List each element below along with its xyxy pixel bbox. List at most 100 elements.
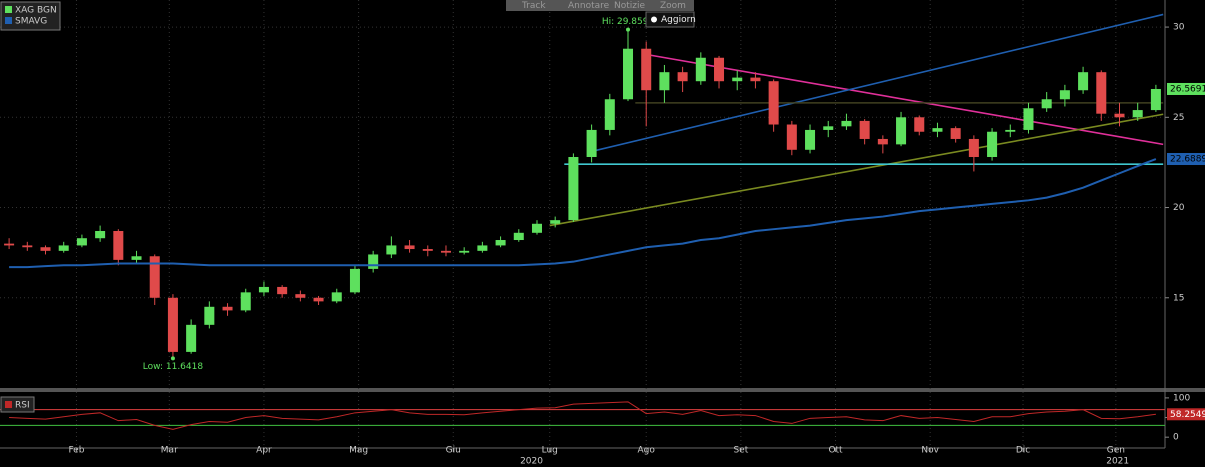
toolbar-button[interactable]: Annotare [568, 1, 610, 11]
legend-swatch [5, 401, 12, 408]
candle-body [859, 120, 870, 139]
x-tick-label: Nov [921, 446, 939, 456]
candle-body [950, 128, 961, 139]
candle-body [568, 157, 579, 221]
candle-body [714, 57, 725, 82]
candle-body [513, 232, 524, 241]
candle-body [841, 120, 852, 127]
candle-body [1114, 113, 1125, 118]
candle-body [659, 72, 670, 91]
candle-body [186, 324, 197, 352]
last-value-label: 26.5691 [1170, 84, 1205, 94]
candle-body [76, 238, 87, 246]
candle-body [258, 286, 269, 293]
candle-body [586, 129, 597, 158]
candle-body [623, 48, 634, 100]
x-tick-label: Feb [68, 446, 84, 456]
candle-body [695, 57, 706, 82]
candle-body [1059, 90, 1070, 100]
candle-body [313, 297, 324, 302]
candle-body [149, 256, 160, 298]
x-tick-label: Dic [1016, 446, 1030, 456]
candle-body [1023, 108, 1034, 130]
candle-body [331, 292, 342, 302]
candle-body [1041, 99, 1052, 109]
year-label: 2020 [520, 457, 543, 467]
last-value-box [1167, 82, 1205, 95]
candle-body [113, 230, 124, 260]
refresh-button-bg [645, 11, 695, 28]
toolbar-button[interactable]: Zoom [660, 1, 686, 11]
toolbar-button[interactable]: Track [521, 1, 546, 11]
candle-body [1005, 129, 1016, 132]
candle-body [22, 245, 33, 248]
rsi-tick-label: 100 [1173, 393, 1190, 403]
x-tick-label: Apr [256, 446, 272, 456]
x-tick-label: Mag [349, 446, 368, 456]
candle-body [349, 268, 360, 293]
candle-body [204, 306, 215, 325]
candle-body [550, 220, 561, 224]
candle-body [131, 256, 142, 260]
y-tick-label: 15 [1173, 293, 1184, 303]
candle-body [823, 126, 834, 130]
candle-body [932, 128, 943, 132]
candle-body [732, 77, 743, 82]
legend-swatch [5, 6, 12, 13]
rsi-last-label: 58.2549 [1170, 410, 1205, 420]
last-value-label: 22.6889 [1170, 155, 1205, 165]
year-label: 2021 [1106, 457, 1129, 467]
candle-body [4, 243, 15, 246]
panel-separator [0, 388, 1205, 392]
candle-body [531, 223, 542, 233]
candle-body [222, 306, 233, 311]
candle-body [1096, 72, 1107, 114]
candle-body [495, 240, 506, 246]
refresh-button[interactable]: Aggiorn [661, 15, 696, 25]
annotation-dot [170, 356, 175, 361]
candle-body [277, 286, 288, 295]
toolbar [506, 0, 694, 11]
candle-body [1132, 110, 1143, 118]
candle-body [896, 117, 907, 145]
candle-body [1078, 72, 1089, 91]
candle-body [914, 117, 925, 132]
candle-body [422, 249, 433, 251]
x-tick-label: Gen [1107, 446, 1125, 456]
rsi-line [9, 401, 1156, 430]
rsi-tick-label: 0 [1173, 433, 1179, 443]
x-tick-label: Giu [446, 446, 461, 456]
x-tick-label: Ago [638, 446, 656, 456]
refresh-icon [651, 16, 657, 23]
annotation: Hi: 29.8591 [602, 17, 654, 27]
candle-body [968, 138, 979, 158]
candle-body [240, 292, 251, 311]
candle-body [677, 72, 688, 82]
candle-body [786, 124, 797, 150]
annotation-dot [626, 27, 631, 32]
annotation: Low: 11.6418 [143, 362, 204, 372]
legend-label: RSI [15, 401, 30, 411]
x-tick-label: Mar [161, 446, 178, 456]
candle-body [459, 250, 470, 253]
candle-body [641, 48, 652, 91]
candle-body [604, 99, 615, 130]
legend-label: XAG BGN [15, 6, 57, 16]
candle-body [477, 245, 488, 251]
rsi-last-box [1167, 408, 1205, 421]
candle-body [58, 245, 69, 251]
candle-body [95, 230, 106, 239]
last-value-box [1167, 153, 1205, 166]
toolbar-button[interactable]: Notizie [614, 1, 645, 11]
candle-body [295, 294, 306, 298]
rsi-legend-box [0, 396, 35, 413]
trendline [549, 113, 1164, 227]
legend-label: SMAVG [15, 17, 47, 27]
candle-body [987, 131, 998, 158]
candle-body [1150, 88, 1161, 111]
candle-body [768, 81, 779, 125]
candle-body [40, 247, 51, 251]
